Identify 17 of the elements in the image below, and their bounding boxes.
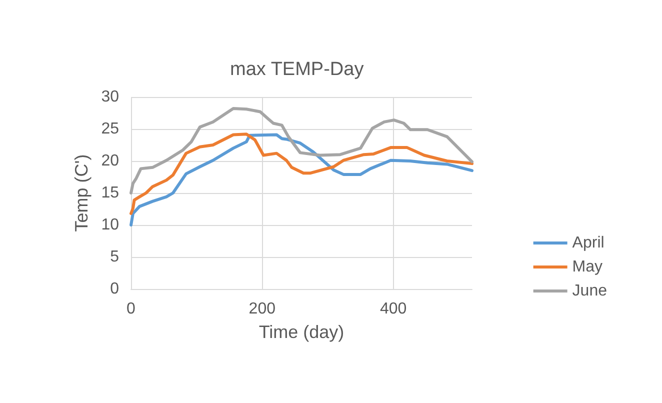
legend-label: May [572,258,603,276]
x-tick-label: 400 [380,300,407,318]
x-axis-title: Time (day) [258,322,344,342]
y-tick-label: 20 [101,152,120,170]
legend-label: June [572,282,608,300]
y-tick-label: 0 [110,280,120,298]
y-tick-label: 25 [101,120,120,138]
y-axis-title: Temp (C') [71,154,92,232]
y-tick-label: 5 [110,248,120,266]
y-tick-label: 10 [101,216,120,234]
y-tick-label: 30 [101,88,120,106]
chart-title: max TEMP-Day [230,59,364,80]
line-series [130,107,474,194]
y-tick-label: 15 [101,184,120,202]
x-tick-label: 200 [248,300,276,318]
legend-label: April [572,234,604,252]
x-tick-label: 0 [126,300,136,318]
